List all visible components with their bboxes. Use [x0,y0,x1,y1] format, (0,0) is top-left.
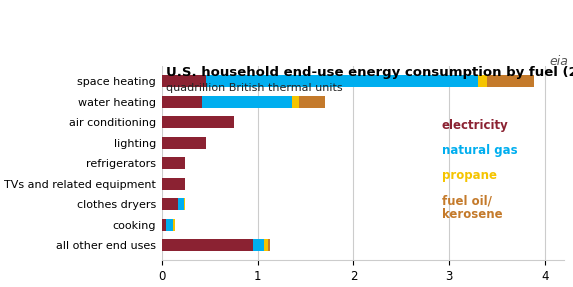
Bar [162,239,253,251]
Bar [299,96,325,108]
Bar [268,239,270,251]
Bar [162,75,206,87]
Bar [184,198,185,210]
Bar [292,96,299,108]
Text: U.S. household end-use energy consumption by fuel (2015): U.S. household end-use energy consumptio… [166,66,573,79]
Text: eia: eia [550,55,568,67]
Bar [162,198,178,210]
Bar [478,75,486,87]
Bar [162,137,206,149]
Text: electricity: electricity [442,119,508,131]
Bar [162,116,234,128]
Text: natural gas: natural gas [442,144,517,157]
Bar [264,239,268,251]
Bar [202,96,292,108]
Bar [173,218,175,231]
Text: quadrillion British thermal units: quadrillion British thermal units [166,83,342,93]
Bar [162,218,166,231]
Bar [206,75,478,87]
Text: propane: propane [442,169,497,182]
Bar [253,239,264,251]
Bar [178,198,184,210]
Text: fuel oil/
kerosene: fuel oil/ kerosene [442,194,502,221]
Bar [162,178,185,190]
Bar [486,75,533,87]
Bar [166,218,173,231]
Bar [162,157,185,169]
Bar [162,96,202,108]
